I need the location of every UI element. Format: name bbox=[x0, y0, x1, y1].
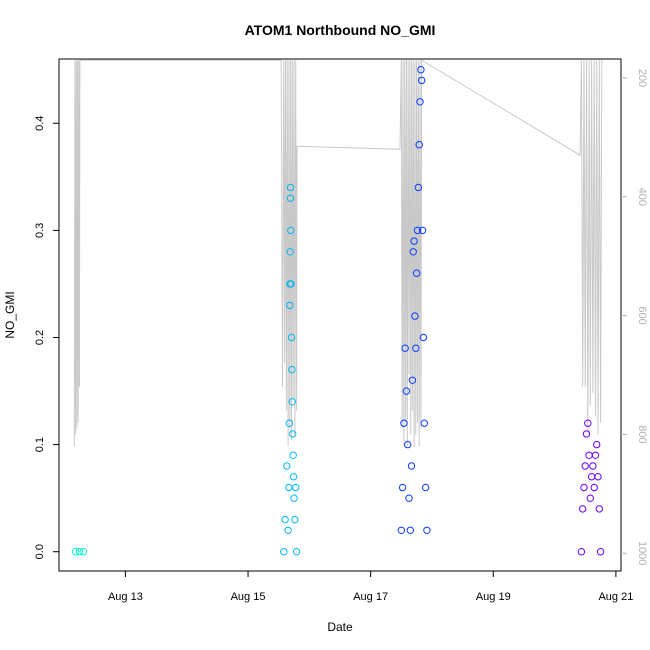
data-point bbox=[405, 494, 413, 502]
y-tick-label: 0.3 bbox=[34, 223, 46, 238]
y-right-tick-label: 1000 bbox=[636, 541, 648, 565]
data-point bbox=[402, 387, 411, 395]
data-point bbox=[593, 440, 601, 449]
data-point bbox=[418, 226, 427, 235]
data-point bbox=[417, 66, 425, 74]
data-point bbox=[397, 526, 405, 534]
data-point bbox=[416, 98, 424, 106]
data-point bbox=[292, 548, 301, 556]
data-point bbox=[584, 419, 592, 427]
x-tick-label: Aug 13 bbox=[108, 591, 143, 603]
series-4 bbox=[577, 419, 605, 556]
data-point bbox=[286, 248, 294, 256]
data-point bbox=[420, 419, 428, 427]
series-2 bbox=[280, 183, 301, 556]
data-point bbox=[581, 462, 589, 470]
y-right-tick-label: 600 bbox=[636, 306, 648, 324]
data-points bbox=[71, 66, 605, 556]
data-point bbox=[404, 440, 412, 449]
data-point bbox=[401, 344, 409, 352]
data-point bbox=[407, 462, 416, 470]
data-point bbox=[579, 505, 587, 513]
chart-title: ATOM1 Northbound NO_GMI bbox=[245, 22, 436, 38]
data-point bbox=[586, 494, 594, 502]
y-tick-label: 0.1 bbox=[34, 437, 46, 452]
data-point bbox=[411, 312, 419, 320]
data-point bbox=[79, 548, 88, 556]
data-point bbox=[285, 483, 293, 492]
data-point bbox=[594, 473, 602, 481]
y-right-tick-label: 400 bbox=[636, 188, 648, 206]
data-point bbox=[286, 194, 295, 202]
x-tick-label: Aug 21 bbox=[598, 591, 633, 603]
data-point bbox=[410, 237, 418, 245]
data-point bbox=[412, 344, 420, 352]
x-tick-label: Aug 15 bbox=[231, 591, 266, 603]
data-point bbox=[289, 430, 297, 438]
data-point bbox=[415, 141, 423, 149]
data-point bbox=[286, 301, 294, 310]
x-axis-label: Date bbox=[327, 620, 353, 634]
y-right-tick-label: 200 bbox=[636, 69, 648, 87]
data-point bbox=[414, 183, 422, 192]
data-point bbox=[587, 473, 596, 481]
data-point bbox=[288, 365, 296, 374]
data-point bbox=[585, 451, 593, 459]
data-point bbox=[589, 462, 597, 470]
data-point bbox=[421, 483, 430, 492]
data-point bbox=[289, 451, 297, 459]
data-point bbox=[289, 473, 298, 481]
data-point bbox=[280, 548, 288, 556]
data-point bbox=[283, 462, 291, 470]
y-right-tick-label: 800 bbox=[636, 425, 648, 443]
series-3 bbox=[397, 66, 431, 534]
y-axis-right: 200 400 600 800 1000 bbox=[621, 69, 648, 565]
y-tick-label: 0.2 bbox=[34, 330, 46, 345]
data-point bbox=[285, 419, 293, 427]
data-point bbox=[284, 526, 292, 534]
y-tick-label: 0.4 bbox=[34, 116, 46, 131]
data-point bbox=[287, 226, 295, 235]
pressure-series bbox=[73, 59, 603, 447]
data-point bbox=[580, 483, 588, 492]
data-point bbox=[419, 333, 428, 342]
y-tick-label: 0.0 bbox=[34, 544, 46, 559]
x-tick-label: Aug 17 bbox=[353, 591, 388, 603]
data-point bbox=[281, 515, 289, 524]
data-point bbox=[287, 333, 296, 342]
data-point bbox=[590, 483, 598, 492]
data-point bbox=[406, 526, 414, 534]
data-point bbox=[400, 419, 408, 427]
data-point bbox=[291, 515, 299, 524]
data-point bbox=[596, 548, 605, 556]
data-point bbox=[287, 280, 295, 288]
data-point bbox=[577, 548, 586, 556]
pressure-line bbox=[73, 59, 603, 447]
y-axis-label: NO_GMI bbox=[3, 291, 17, 338]
data-point bbox=[409, 248, 417, 256]
data-point bbox=[288, 398, 296, 406]
data-point bbox=[408, 376, 417, 384]
x-axis: Aug 13 Aug 15 Aug 17 Aug 19 Aug 21 bbox=[108, 571, 633, 603]
data-point bbox=[398, 483, 407, 492]
plot-frame bbox=[58, 58, 622, 572]
data-point bbox=[591, 451, 600, 459]
y-axis: 0.0 0.1 0.2 0.3 0.4 bbox=[34, 116, 59, 559]
x-tick-label: Aug 19 bbox=[476, 591, 511, 603]
data-point bbox=[413, 226, 422, 235]
data-point bbox=[292, 483, 300, 492]
data-point bbox=[595, 505, 603, 513]
data-point bbox=[75, 548, 84, 556]
data-point bbox=[412, 269, 421, 277]
data-point bbox=[582, 430, 591, 438]
data-point bbox=[423, 526, 431, 534]
data-point bbox=[290, 494, 298, 502]
data-point bbox=[71, 548, 80, 556]
series-1 bbox=[71, 548, 88, 556]
data-point bbox=[286, 183, 295, 192]
data-point bbox=[418, 76, 426, 85]
